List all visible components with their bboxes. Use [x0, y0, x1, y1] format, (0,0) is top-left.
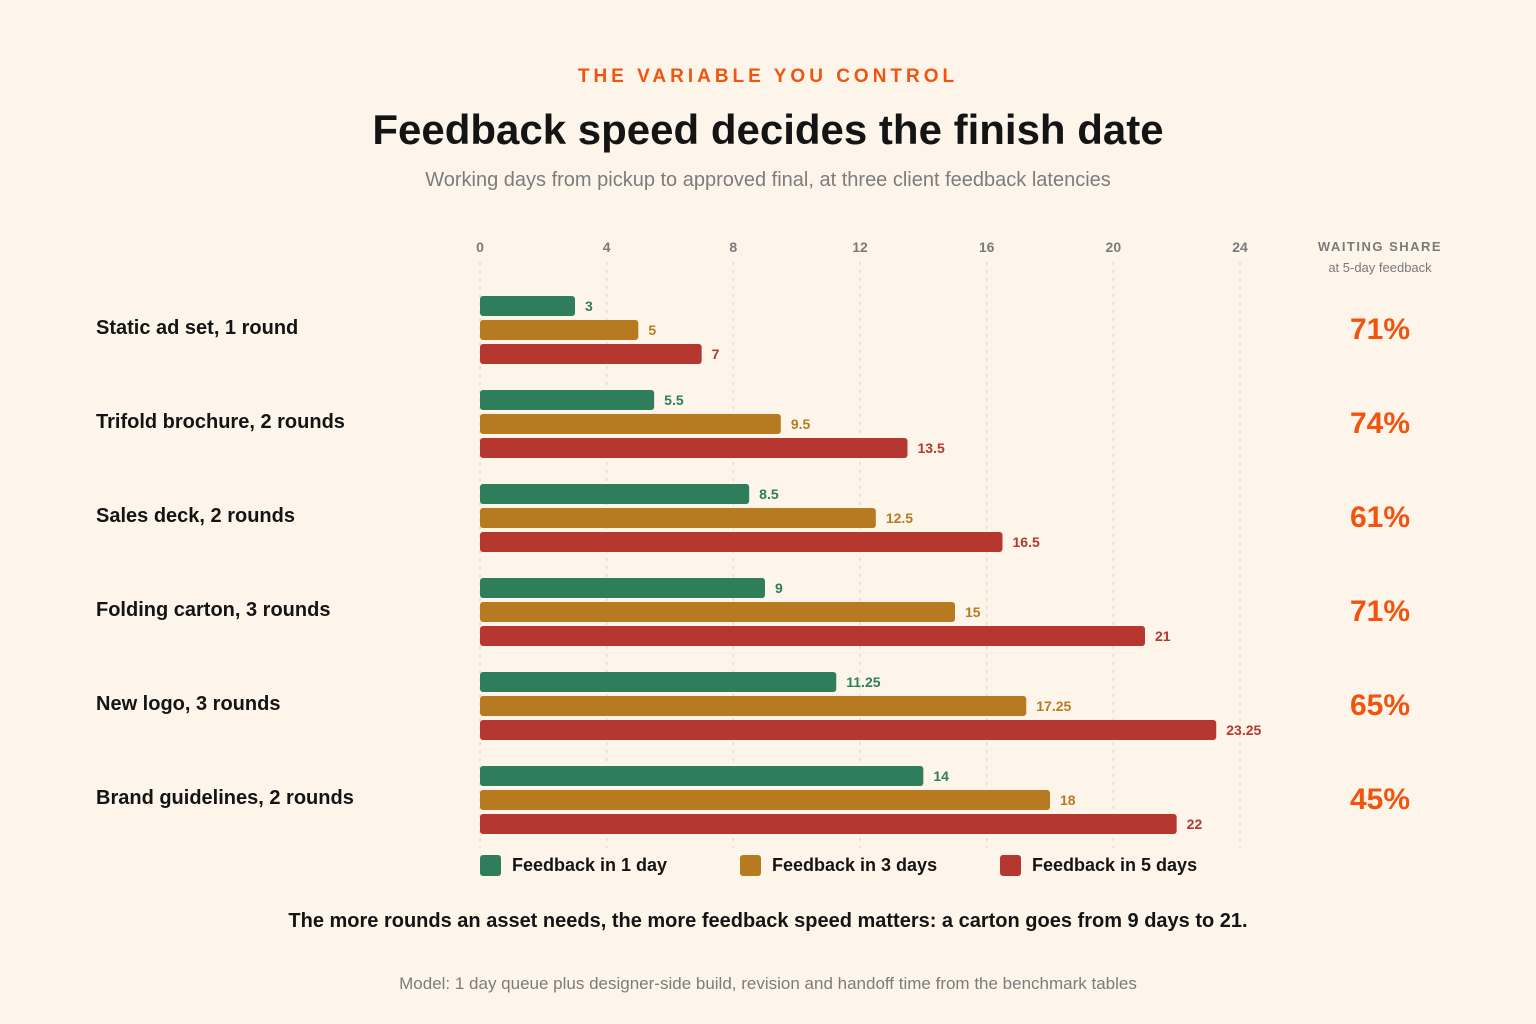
- data-label: 13.5: [918, 440, 945, 456]
- waiting-share-subheading: at 5-day feedback: [1328, 260, 1432, 275]
- waiting-share-value: 45%: [1350, 783, 1410, 816]
- x-tick-label: 24: [1232, 239, 1248, 255]
- x-tick-label: 16: [979, 239, 995, 255]
- bar: [480, 438, 908, 458]
- category-label: New logo, 3 rounds: [96, 693, 280, 715]
- category-label: Folding carton, 3 rounds: [96, 599, 330, 621]
- waiting-share-value: 61%: [1350, 501, 1410, 534]
- data-label: 5.5: [664, 392, 684, 408]
- bar: [480, 720, 1217, 740]
- x-tick-label: 0: [476, 239, 484, 255]
- chart-legend: Feedback in 1 day Feedback in 3 days Fee…: [480, 855, 1280, 879]
- category-label: Static ad set, 1 round: [96, 317, 298, 339]
- data-label: 22: [1187, 816, 1203, 832]
- chart-title: Feedback speed decides the finish date: [372, 106, 1164, 153]
- bar: [480, 484, 750, 504]
- chart-eyebrow: THE VARIABLE YOU CONTROL: [577, 66, 959, 87]
- bar: [480, 508, 876, 528]
- data-label: 16.5: [1013, 534, 1040, 550]
- data-label: 11.25: [846, 674, 880, 690]
- category-label: Brand guidelines, 2 rounds: [96, 787, 354, 809]
- bar: [480, 532, 1003, 552]
- bar: [480, 296, 575, 316]
- legend-item-1-day: Feedback in 1 day: [480, 855, 667, 876]
- legend-swatch-5-days: [1000, 855, 1021, 876]
- bar: [480, 696, 1027, 716]
- data-label: 5: [648, 322, 656, 338]
- legend-swatch-1-day: [480, 855, 501, 876]
- bar: [480, 602, 955, 622]
- data-label: 8.5: [759, 486, 779, 502]
- bar: [480, 672, 837, 692]
- x-tick-label: 12: [852, 239, 868, 255]
- legend-label-5-days: Feedback in 5 days: [1032, 855, 1198, 875]
- legend-label-3-days: Feedback in 3 days: [772, 855, 938, 875]
- legend-item-5-days: Feedback in 5 days: [1000, 855, 1197, 876]
- waiting-share-heading: WAITING SHARE: [1317, 239, 1443, 254]
- bar: [480, 390, 655, 410]
- waiting-share-value: 71%: [1350, 313, 1410, 346]
- x-tick-label: 20: [1106, 239, 1122, 255]
- bar: [480, 626, 1145, 646]
- legend-item-3-days: Feedback in 3 days: [740, 855, 937, 876]
- x-tick-label: 8: [729, 239, 737, 255]
- bar: [480, 790, 1050, 810]
- legend-swatch-3-days: [740, 855, 761, 876]
- data-label: 3: [585, 298, 593, 314]
- category-label: Sales deck, 2 rounds: [96, 505, 295, 527]
- bar: [480, 320, 639, 340]
- bar: [480, 814, 1177, 834]
- data-label: 7: [712, 346, 720, 362]
- chart-takeaway: The more rounds an asset needs, the more…: [288, 910, 1248, 932]
- data-label: 12.5: [886, 510, 913, 526]
- data-label: 23.25: [1226, 722, 1261, 738]
- chart-subtitle: Working days from pickup to approved fin…: [425, 169, 1111, 191]
- data-label: 18: [1060, 792, 1076, 808]
- waiting-share-value: 71%: [1350, 595, 1410, 628]
- x-tick-label: 4: [603, 239, 611, 255]
- data-label: 17.25: [1036, 698, 1071, 714]
- waiting-share-value: 74%: [1350, 407, 1410, 440]
- waiting-share-value: 65%: [1350, 689, 1410, 722]
- bar: [480, 344, 702, 364]
- data-label: 9: [775, 580, 783, 596]
- data-label: 14: [933, 768, 949, 784]
- data-label: 9.5: [791, 416, 811, 432]
- bar: [480, 414, 781, 434]
- data-label: 15: [965, 604, 981, 620]
- legend-label-1-day: Feedback in 1 day: [512, 855, 668, 875]
- chart-footnote: Model: 1 day queue plus designer-side bu…: [399, 974, 1137, 993]
- category-label: Trifold brochure, 2 rounds: [96, 411, 345, 433]
- data-label: 21: [1155, 628, 1171, 644]
- bar: [480, 766, 924, 786]
- bar: [480, 578, 765, 598]
